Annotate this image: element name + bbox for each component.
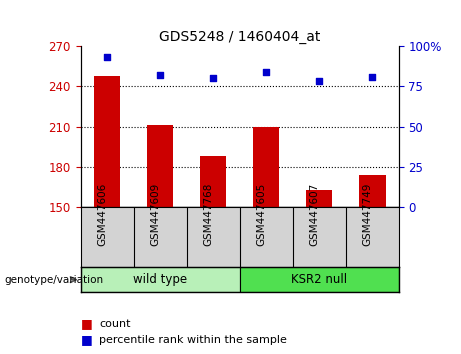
- Point: [368, 74, 376, 79]
- Bar: [200, 156, 226, 207]
- Bar: [81, 267, 240, 292]
- Text: percentile rank within the sample: percentile rank within the sample: [99, 335, 287, 345]
- Point: [156, 72, 164, 78]
- Bar: [147, 125, 173, 207]
- Text: GSM447768: GSM447768: [203, 183, 213, 246]
- Bar: [253, 127, 279, 207]
- Bar: [94, 75, 120, 207]
- Text: ■: ■: [81, 333, 92, 346]
- Point: [262, 69, 270, 75]
- Text: GSM447606: GSM447606: [97, 183, 107, 246]
- Text: ■: ■: [81, 318, 92, 330]
- Bar: [306, 190, 332, 207]
- Bar: [359, 175, 385, 207]
- Text: count: count: [99, 319, 130, 329]
- Text: genotype/variation: genotype/variation: [5, 275, 104, 285]
- Point: [315, 79, 323, 84]
- Text: GSM447609: GSM447609: [150, 183, 160, 246]
- Text: GSM447607: GSM447607: [309, 183, 319, 246]
- Text: wild type: wild type: [133, 273, 187, 286]
- Text: GSM447749: GSM447749: [362, 183, 372, 246]
- Point: [209, 75, 217, 81]
- Text: KSR2 null: KSR2 null: [291, 273, 347, 286]
- Bar: [240, 267, 399, 292]
- Title: GDS5248 / 1460404_at: GDS5248 / 1460404_at: [159, 30, 320, 44]
- Point: [103, 55, 111, 60]
- Text: GSM447605: GSM447605: [256, 183, 266, 246]
